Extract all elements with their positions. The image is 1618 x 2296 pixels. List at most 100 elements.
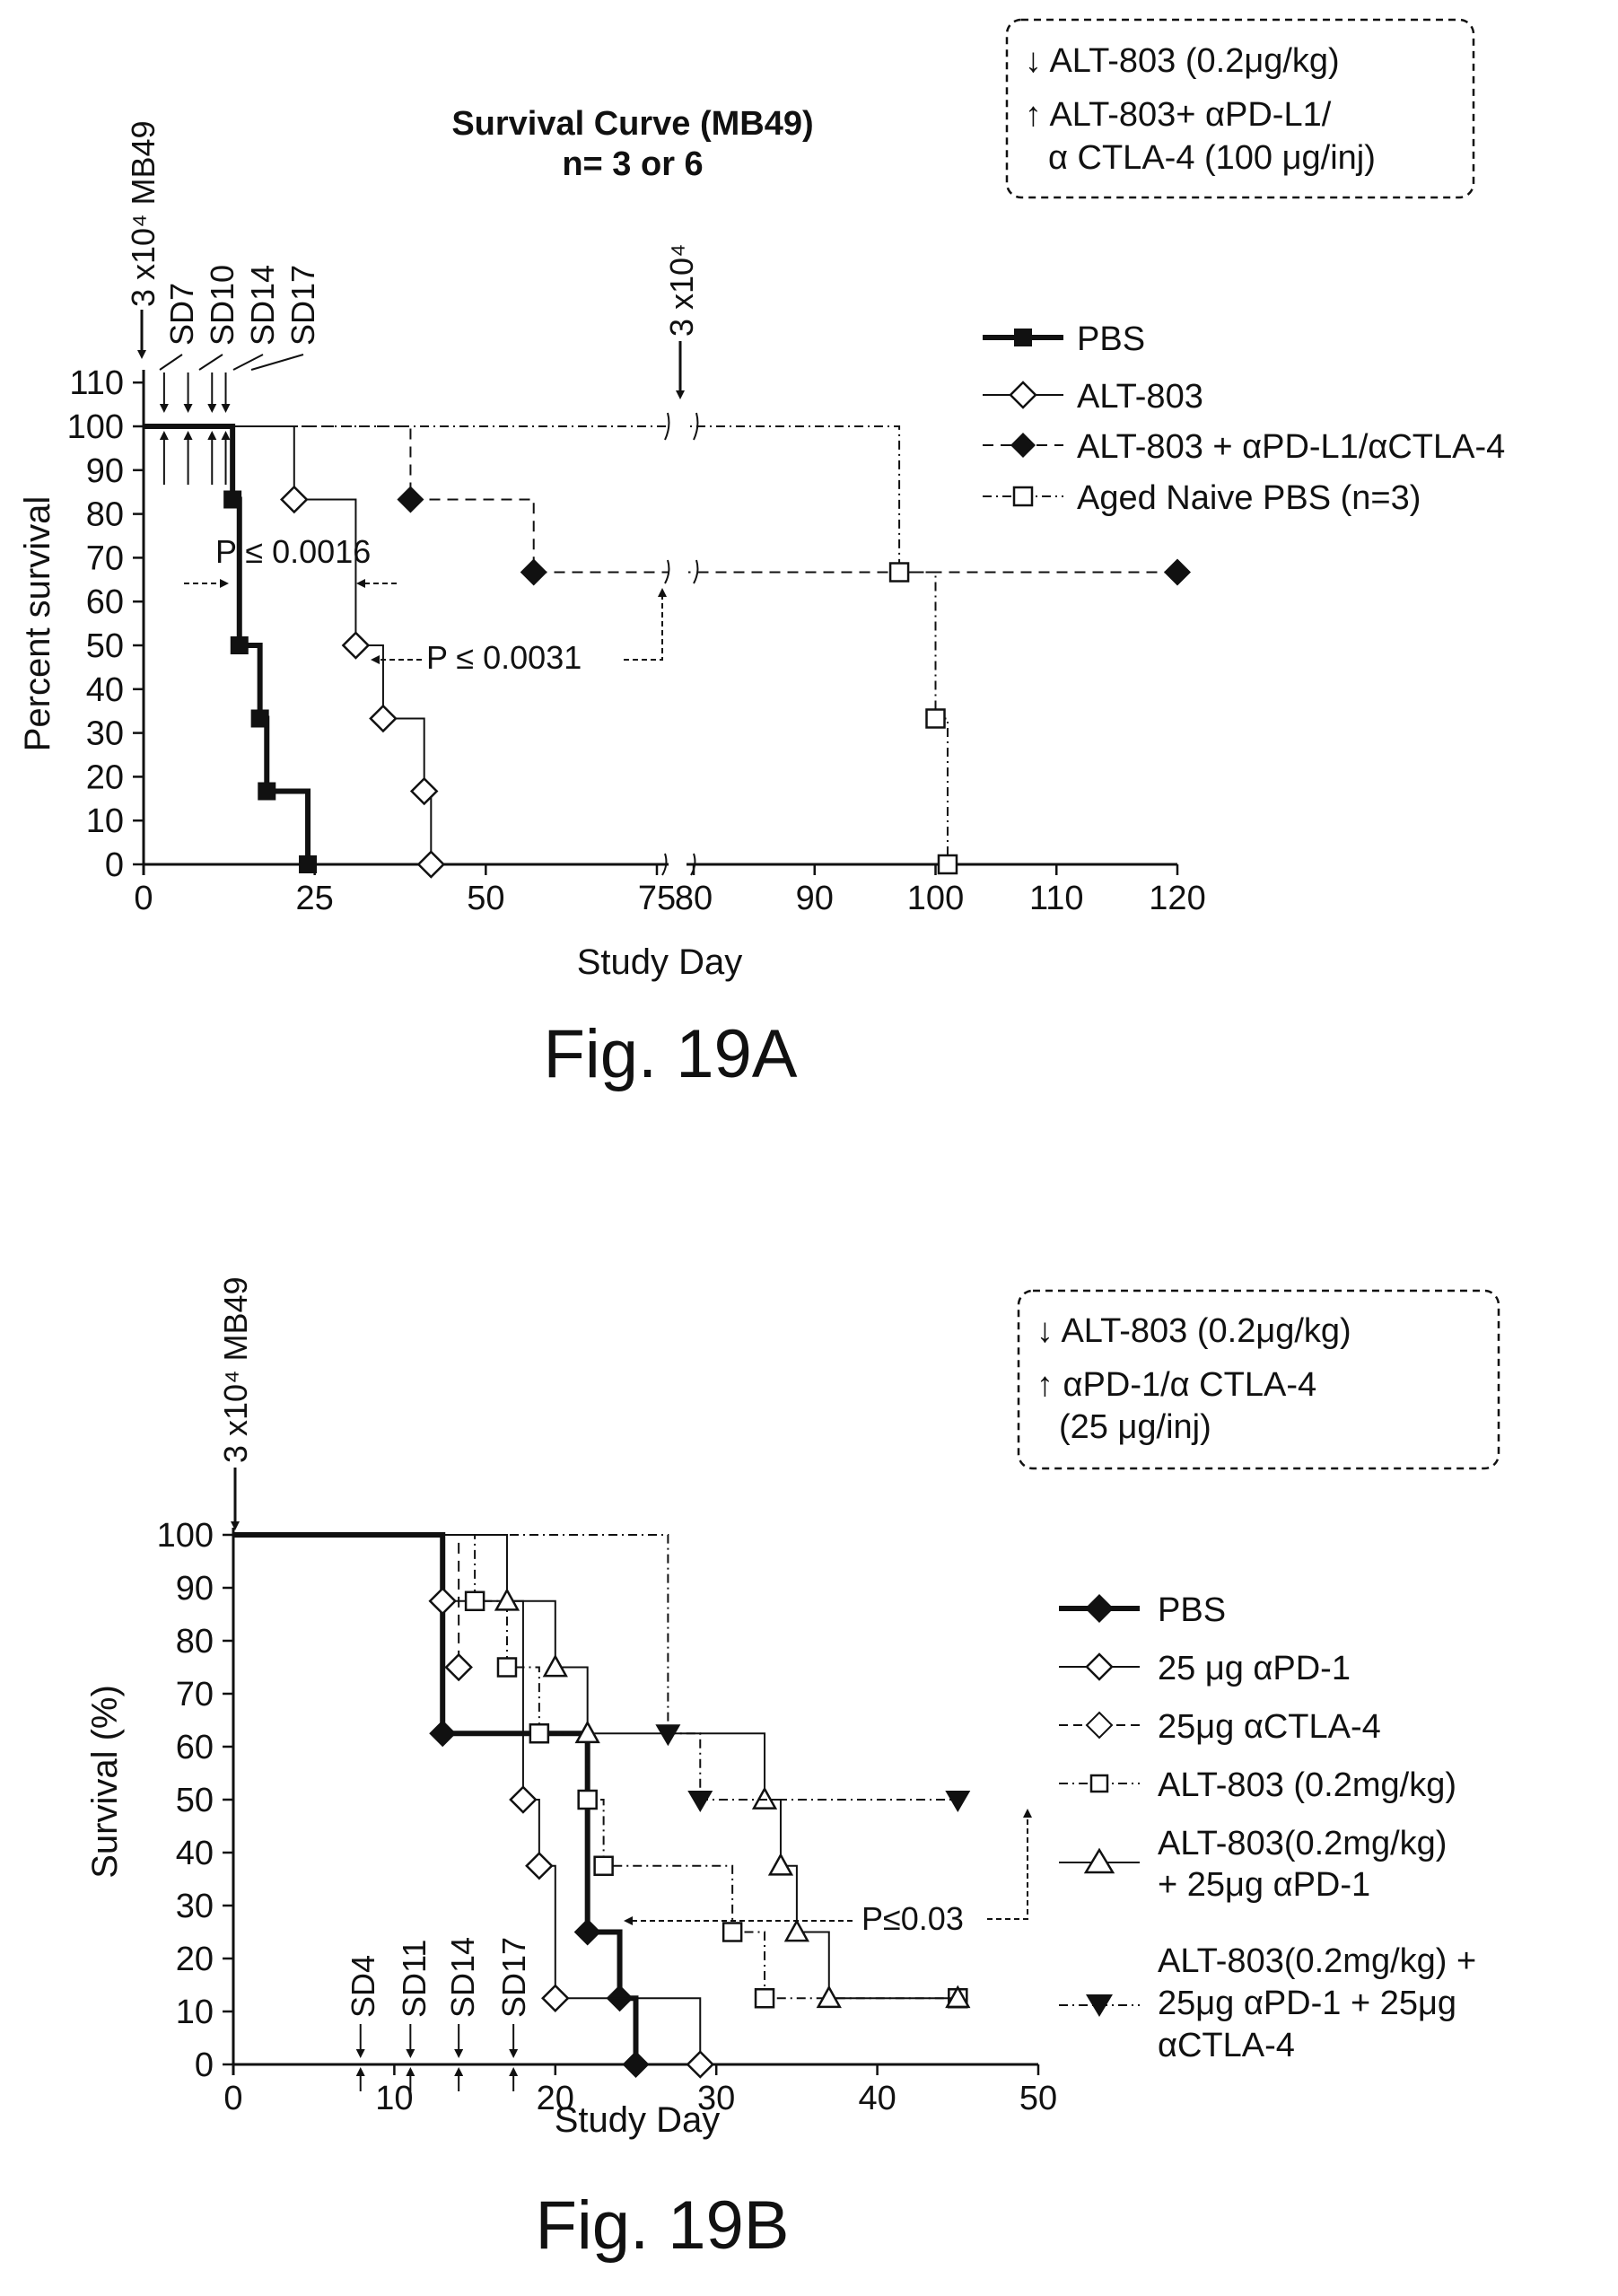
treatment-line-a-2: ↑ ALT-803+ αPD-L1/: [1025, 96, 1332, 134]
plot-area-b: 0 10 20 30 40 50 60 70 80 90 100 0 10 20 30 40 50: [157, 1517, 1058, 2117]
legend-label-alt803-a: ALT-803: [1077, 378, 1203, 416]
p-value-arrow-b-r: [987, 1809, 1032, 1920]
filled-diamond-icon: [1010, 433, 1036, 458]
filled-square-icon: [1014, 329, 1032, 346]
treatment-box-a: [1005, 18, 1475, 199]
x-tick-label-a: 90: [796, 880, 834, 917]
data-point-b-s1: [686, 2050, 715, 2079]
sd-leader-line-a: [198, 354, 223, 371]
data-point-b-s4: [494, 1588, 520, 1611]
y-tick-label-b: 60: [176, 1729, 214, 1766]
chart-subtitle-a: n= 3 or 6: [562, 145, 703, 183]
data-point-b-s0: [573, 1918, 601, 1946]
data-point-a-s2: [1164, 558, 1191, 586]
y-tick-label-a: 60: [86, 583, 124, 621]
y-tick-label-a: 110: [69, 364, 124, 402]
figure-19b: ↓ ALT-803 (0.2μg/kg) ↑ αPD-1/α CTLA-4 (2…: [85, 1276, 1500, 2264]
y-tick-label-a: 70: [86, 539, 124, 577]
data-point-b-s0: [429, 1720, 457, 1748]
x-tick-label-b: 10: [375, 2080, 413, 2117]
series-line-b-s2: [233, 1534, 460, 1668]
y-tick-label-a: 90: [86, 452, 124, 490]
x-tick-label-b: 40: [858, 2080, 896, 2117]
y-tick-label-a: 80: [86, 496, 124, 534]
open-triangle-icon: [1083, 1847, 1115, 1874]
legend-label-pbs-a: PBS: [1077, 320, 1145, 358]
sd-leader-line-a: [250, 354, 304, 371]
data-point-b-s1: [428, 1586, 457, 1616]
filled-diamond-icon: [1085, 1594, 1114, 1623]
open-square-icon: [1012, 486, 1034, 507]
y-tick-label-a: 40: [86, 671, 124, 709]
x-tick-label-a: 110: [1029, 880, 1084, 917]
data-point-a-s1: [369, 704, 398, 733]
series-line-b-s5: [233, 1534, 958, 1801]
open-square-icon: [1089, 1774, 1109, 1793]
y-axis-label-a: Percent survival: [18, 496, 57, 752]
figure-caption-a: Fig. 19A: [543, 1016, 797, 1092]
data-point-b-s4: [816, 1985, 842, 2009]
data-point-a-s0: [258, 782, 276, 801]
series-line-a-s0: [144, 424, 311, 864]
data-point-b-s5: [687, 1791, 713, 1812]
axis-break-mark-a: [664, 412, 699, 441]
p-value-label-a-1: P ≤ 0.0016: [215, 533, 371, 570]
legend-label-alt803-b: ALT-803 (0.2mg/kg): [1158, 1766, 1456, 1804]
figure-19a: Survival Curve (MB49) n= 3 or 6 ↓ ALT-80…: [18, 18, 1505, 1092]
legend-a: PBS ALT-803 ALT-803 + αPD-L1/αCTLA-4 Age…: [983, 320, 1505, 517]
series-line-b-s0: [233, 1532, 639, 2064]
open-diamond-icon: [1085, 1652, 1114, 1681]
data-point-a-s1: [416, 850, 446, 879]
data-point-a-s2: [397, 486, 424, 513]
treatment-box-b: [1017, 1289, 1500, 1470]
series-line-b-s3: [233, 1534, 958, 2000]
data-point-a-s0: [250, 709, 269, 728]
y-tick-label-b: 0: [195, 2046, 214, 2084]
open-diamond-icon: [1009, 381, 1037, 409]
y-tick-label-a: 10: [86, 802, 124, 840]
legend-label-naive-a: Aged Naive PBS (n=3): [1077, 479, 1421, 517]
sd17-label-a: SD17: [284, 265, 321, 346]
sd7-label-a: SD7: [163, 283, 200, 346]
x-axis-label-a: Study Day: [577, 942, 743, 982]
x-tick-label-a: 50: [467, 880, 504, 917]
series-line-a-s1: [144, 425, 433, 864]
x-axis-label-b: Study Day: [555, 2100, 721, 2140]
x-tick-label-b: 20: [537, 2080, 574, 2117]
axis-break-mark-a: [661, 853, 668, 876]
y-tick-label-b: 100: [157, 1517, 214, 1555]
y-tick-label-b: 20: [176, 1941, 214, 1978]
y-tick-label-a: 20: [86, 758, 124, 796]
x-tick-label-b: 30: [697, 2080, 735, 2117]
treatment-line-b-2: ↑ αPD-1/α CTLA-4: [1036, 1366, 1316, 1404]
sd11-label-b: SD11: [396, 1940, 433, 2018]
x-tick-label-a: 120: [1149, 880, 1205, 917]
y-tick-label-b: 40: [176, 1835, 214, 1872]
data-point-a-s3: [888, 562, 910, 583]
legend-label-triple-b-2: 25μg αPD-1 + 25μg: [1158, 1985, 1456, 2022]
rechallenge-label-a: 3 x10⁴: [663, 243, 700, 337]
sd4-label-b: SD4: [345, 1955, 381, 2018]
data-point-a-s3: [925, 708, 946, 729]
treatment-line-b-3: (25 μg/inj): [1059, 1408, 1211, 1446]
sd17-label-b: SD17: [495, 1937, 532, 2018]
y-tick-label-a: 0: [105, 846, 124, 884]
data-point-a-s1: [341, 631, 371, 660]
series-line-b-s4: [233, 1534, 958, 2000]
treatment-line-b-1: ↓ ALT-803 (0.2μg/kg): [1036, 1312, 1351, 1350]
legend-label-apd1-b: 25 μg αPD-1: [1158, 1650, 1351, 1687]
axis-break-mark-a: [664, 559, 699, 584]
sd-leader-line-a: [232, 354, 264, 371]
y-tick-label-a: 30: [86, 715, 124, 753]
x-tick-label-a: 100: [907, 880, 964, 917]
data-point-a-s3: [937, 854, 958, 875]
y-tick-label-a: 50: [86, 627, 124, 665]
figure-caption-b: Fig. 19B: [535, 2187, 789, 2264]
p-value-label-b: P≤0.03: [861, 1900, 964, 1937]
data-point-b-s5: [945, 1791, 971, 1812]
open-diamond-icon: [1085, 1711, 1114, 1740]
sd10-label-a: SD10: [204, 265, 241, 346]
p-value-label-a-2: P ≤ 0.0031: [426, 639, 582, 676]
